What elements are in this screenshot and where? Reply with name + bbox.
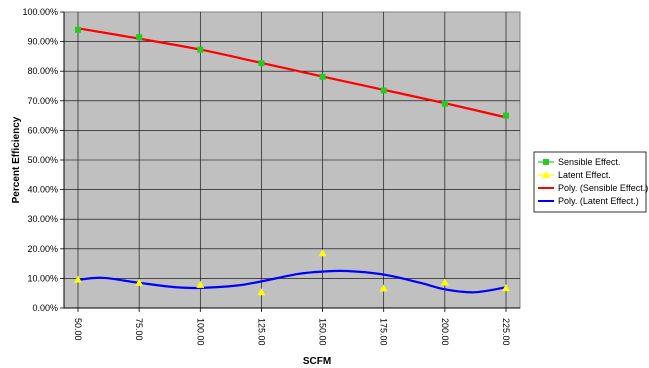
latent-effect-point [318, 249, 327, 257]
sensible-effect-point [319, 73, 326, 80]
latent-effect-point [440, 278, 449, 286]
latent-effect-point [196, 280, 205, 288]
y-axis-title: Percent Efficiency [11, 116, 22, 203]
y-tick-label: 30.00% [27, 214, 58, 224]
y-tick-label: 50.00% [27, 155, 58, 165]
y-tick-label: 10.00% [27, 273, 58, 283]
y-tick-label: 0.00% [32, 303, 58, 313]
x-tick-label: 175.00 [379, 318, 389, 346]
x-tick-label: 200.00 [440, 318, 450, 346]
latent-effect-point [379, 284, 388, 292]
y-tick-label: 90.00% [27, 37, 58, 47]
x-tick-label: 50.00 [73, 318, 83, 341]
x-tick-label: 75.00 [134, 318, 144, 341]
sensible-effect-point [75, 26, 81, 33]
y-tick-label: 70.00% [27, 96, 58, 106]
legend-label: Poly. (Latent Effect.) [558, 196, 639, 206]
x-axis-title: SCFM [303, 356, 331, 367]
sensible-effect-point [441, 100, 448, 107]
y-tick-label: 40.00% [27, 185, 58, 195]
x-tick-label: 100.00 [195, 318, 205, 346]
legend-swatch-marker [542, 171, 550, 178]
legend-label: Latent Effect. [558, 170, 611, 180]
trendline-poly-latent-effect [77, 269, 507, 294]
sensible-effect-point [136, 34, 143, 41]
sensible-effect-point [197, 46, 204, 53]
latent-effect-point [135, 278, 144, 286]
legend-label: Sensible Effect. [558, 157, 620, 167]
legend-swatch-marker [543, 159, 549, 165]
latent-effect-point [74, 275, 82, 283]
x-tick-label: 150.00 [318, 318, 328, 346]
x-tick-label: 225.00 [501, 318, 511, 346]
x-tick-label: 125.00 [256, 318, 266, 346]
y-tick-label: 60.00% [27, 125, 58, 135]
sensible-effect-point [503, 112, 509, 119]
sensible-effect-point [258, 60, 265, 67]
latent-effect-point [257, 288, 266, 296]
y-tick-label: 80.00% [27, 66, 58, 76]
sensible-effect-point [380, 87, 387, 94]
latent-effect-point [502, 284, 510, 292]
trendline-poly-sensible-effect [77, 27, 507, 119]
y-tick-label: 20.00% [27, 244, 58, 254]
legend-label: Poly. (Sensible Effect.) [558, 183, 648, 193]
y-tick-label: 100.00% [22, 7, 58, 17]
